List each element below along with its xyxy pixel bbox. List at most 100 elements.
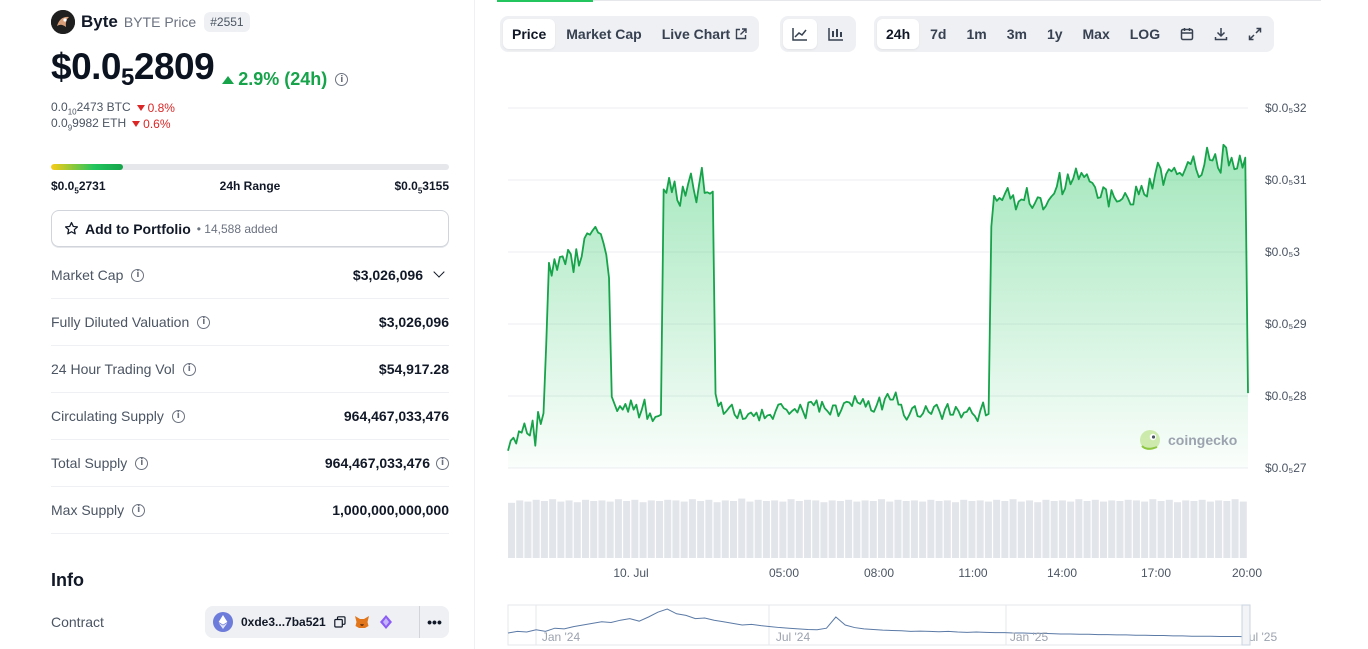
volume-bar xyxy=(623,501,631,558)
arrow-down-icon xyxy=(132,121,141,128)
chart-panel: Price Market Cap Live Chart 24h 7d 1m 3m… xyxy=(497,0,1321,649)
volume-bar xyxy=(730,501,738,558)
overview-navigator[interactable]: Jan '24 Jul '24 Jan '25 Jul '25 xyxy=(507,604,1277,646)
volume-bar xyxy=(1017,501,1025,558)
volume-bar xyxy=(606,501,614,558)
range-1y[interactable]: 1y xyxy=(1046,26,1063,42)
line-chart-button[interactable] xyxy=(783,19,817,49)
stat-row-total-supply: Total Supply i 964,467,033,476 i xyxy=(51,440,449,487)
volume-bar xyxy=(1231,499,1239,558)
stat-row-circulating-supply: Circulating Supply i 964,467,033,476 xyxy=(51,393,449,440)
current-price: $0.052809 xyxy=(51,46,215,91)
stat-row-max-supply: Max Supply i 1,000,000,000,000 xyxy=(51,487,449,534)
volume-bar xyxy=(582,499,590,558)
price-chart[interactable]: $0.0₅32 $0.0₅31 $0.0₅3 $0.0₅29 $0.0₅28 $0.0₅2… xyxy=(497,0,1321,649)
add-to-portfolio-button[interactable]: Add to Portfolio • 14,588 added xyxy=(51,210,449,247)
volume-bar xyxy=(993,499,1001,558)
volume-bar xyxy=(1050,501,1058,558)
more-options-button[interactable]: ••• xyxy=(419,606,449,638)
contract-chip[interactable]: 0xde3...7ba521 ••• xyxy=(205,606,449,638)
volume-bar xyxy=(598,500,606,558)
info-icon[interactable]: i xyxy=(335,73,349,86)
volume-bar xyxy=(680,501,688,558)
info-icon[interactable]: i xyxy=(132,503,146,517)
x-tick-label: 10. Jul xyxy=(613,566,648,580)
volume-bar xyxy=(976,500,984,558)
x-tick-label: 20:00 xyxy=(1232,566,1262,580)
volume-bar xyxy=(919,501,927,558)
range-24h[interactable]: 24h xyxy=(877,19,920,49)
x-tick-label: 11:00 xyxy=(958,566,987,580)
tab-live-chart[interactable]: Live Chart xyxy=(653,19,756,49)
volume-bar xyxy=(1034,502,1042,558)
range-max[interactable]: Max xyxy=(1082,26,1110,42)
info-heading: Info xyxy=(51,570,84,590)
stat-row-volume: 24 Hour Trading Vol i $54,917.28 xyxy=(51,346,449,393)
copy-icon[interactable] xyxy=(333,616,346,628)
fullscreen-button[interactable] xyxy=(1239,19,1271,49)
volume-bar xyxy=(557,501,565,558)
info-icon[interactable]: i xyxy=(436,456,449,470)
volume-bar xyxy=(573,502,581,558)
volume-bar xyxy=(1165,499,1173,558)
stat-label: 24 Hour Trading Vol xyxy=(51,361,175,377)
y-tick-label: $0.0₅29 xyxy=(1265,317,1307,331)
download-icon xyxy=(1214,28,1228,41)
range-1m[interactable]: 1m xyxy=(966,26,987,42)
volume-bar xyxy=(614,499,622,558)
volume-bar xyxy=(647,500,655,558)
volume-bar xyxy=(705,499,713,558)
volume-bar xyxy=(984,501,992,558)
eth-conversion: 0.099982 ETH 0.6% xyxy=(51,116,171,133)
wallet-gem-icon[interactable] xyxy=(378,614,394,630)
x-tick-label: 08:00 xyxy=(864,566,894,580)
download-button[interactable] xyxy=(1205,19,1237,49)
line-chart-icon xyxy=(792,28,807,41)
tab-underline xyxy=(497,0,593,2)
tab-price[interactable]: Price xyxy=(503,19,556,49)
volume-bar xyxy=(1042,499,1050,558)
log-scale-toggle[interactable]: LOG xyxy=(1129,26,1161,42)
volume-bar xyxy=(845,499,853,558)
volume-bar xyxy=(1174,502,1182,558)
volume-bar xyxy=(795,501,803,558)
chart-type-group xyxy=(780,16,856,52)
volume-bar xyxy=(878,499,886,558)
btc-conversion: 0.0102473 BTC 0.8% xyxy=(51,100,175,117)
stat-value: 964,467,033,476 xyxy=(324,455,430,471)
volume-bar xyxy=(721,500,729,558)
stat-value: $3,026,096 xyxy=(352,267,423,283)
volume-bar xyxy=(1124,499,1132,558)
volume-bar xyxy=(771,500,779,558)
volume-bar xyxy=(804,499,812,558)
volume-bar xyxy=(508,502,516,558)
range-3m[interactable]: 3m xyxy=(1006,26,1027,42)
tab-market-cap[interactable]: Market Cap xyxy=(566,26,642,42)
navigator-handle[interactable] xyxy=(1241,604,1251,646)
range-7d[interactable]: 7d xyxy=(930,26,947,42)
coin-header: Byte BYTE Price #2551 xyxy=(51,10,250,34)
volume-bar xyxy=(1091,499,1099,558)
info-icon[interactable]: i xyxy=(182,362,196,376)
volume-bar xyxy=(935,501,943,558)
chevron-down-icon[interactable] xyxy=(433,266,445,278)
x-tick-label: 17:00 xyxy=(1141,566,1171,580)
overview-line xyxy=(507,608,1249,638)
candlestick-button[interactable] xyxy=(819,19,853,49)
volume-bar xyxy=(697,501,705,558)
volume-bar xyxy=(1190,501,1198,558)
volume-bar xyxy=(820,502,828,558)
volume-bar xyxy=(1132,500,1140,558)
contract-address: 0xde3...7ba521 xyxy=(241,615,326,629)
volume-bar xyxy=(869,501,877,558)
volume-bar xyxy=(779,501,787,558)
volume-bar xyxy=(565,500,573,558)
info-icon[interactable]: i xyxy=(197,315,211,329)
external-link-icon xyxy=(735,28,747,40)
calendar-button[interactable] xyxy=(1171,19,1203,49)
info-icon[interactable]: i xyxy=(171,409,185,423)
info-icon[interactable]: i xyxy=(131,268,145,282)
price-change-24h: 2.9% (24h) xyxy=(222,69,327,90)
metamask-icon[interactable] xyxy=(354,615,370,629)
info-icon[interactable]: i xyxy=(135,456,149,470)
